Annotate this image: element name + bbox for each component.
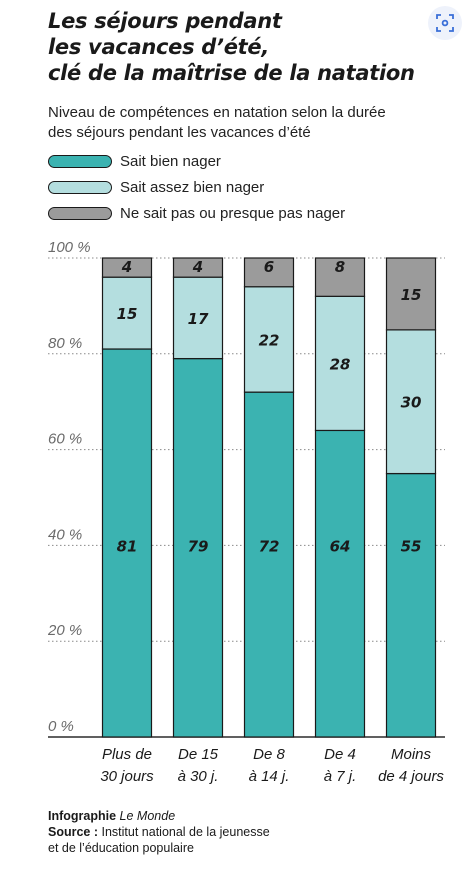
- data-label-1-2: 4: [192, 258, 203, 276]
- source-line: Source : Institut national de la jeuness…: [48, 824, 270, 840]
- scan-button[interactable]: [428, 6, 462, 40]
- legend-item-sait-bien-nager: Sait bien nager: [48, 148, 345, 174]
- bar-segment-3-2: [314, 257, 366, 297]
- source-label: Source :: [48, 825, 99, 839]
- infographie-label: Infographie: [48, 809, 117, 823]
- bar-segment-1-2: [172, 257, 224, 278]
- bar-segment-4-2: [385, 257, 437, 331]
- subtitle-line-1: Niveau de compétences en natation selon …: [48, 104, 386, 121]
- bar-segment-4-0: [385, 472, 437, 738]
- source-text-line-1: Institut national de la jeunesse: [101, 825, 270, 839]
- chart-subtitle: Niveau de compétences en natation selon …: [48, 103, 448, 143]
- bar-segment-2-1: [243, 286, 295, 393]
- credit-line: Infographie Le Monde: [48, 808, 270, 824]
- legend-item-ne-sait-pas: Ne sait pas ou presque pas nager: [48, 200, 345, 226]
- x-tick-label-1-1: à 30 j.: [178, 768, 219, 785]
- bar-segment-2-2: [243, 257, 295, 288]
- y-tick-label-40: 40 %: [48, 526, 82, 543]
- legend-item-sait-assez-bien-nager: Sait assez bien nager: [48, 174, 345, 200]
- legend-swatch-sait-bien-nager: [48, 154, 112, 168]
- legend-swatch-sait-assez-bien-nager: [48, 180, 112, 194]
- title-line-3: clé de la maîtrise de la natation: [48, 61, 415, 85]
- bar-segment-0-2: [101, 257, 153, 278]
- y-tick-label-20: 20 %: [47, 622, 82, 639]
- chart-legend: Sait bien nager Sait assez bien nager Ne…: [48, 148, 345, 226]
- bar-segment-3-1: [314, 295, 366, 432]
- bar-segment-0-0: [101, 348, 153, 738]
- y-tick-label-60: 60 %: [48, 431, 82, 448]
- x-tick-label-2-1: à 14 j.: [249, 768, 290, 785]
- data-label-3-0: 64: [330, 537, 351, 555]
- chart-footer: Infographie Le Monde Source : Institut n…: [48, 808, 270, 856]
- title-line-1: Les séjours pendant: [48, 9, 282, 33]
- data-label-2-2: 6: [264, 258, 274, 276]
- data-label-1-0: 79: [188, 537, 209, 555]
- data-label-4-0: 55: [401, 537, 422, 555]
- y-tick-label-80: 80 %: [48, 335, 82, 352]
- legend-swatch-ne-sait-pas: [48, 206, 112, 220]
- bar-segment-1-0: [172, 357, 224, 738]
- data-label-2-0: 72: [259, 537, 280, 555]
- x-tick-label-3-1: à 7 j.: [324, 768, 357, 785]
- data-label-3-1: 28: [330, 355, 351, 373]
- bar-segment-3-0: [314, 429, 366, 738]
- data-label-0-0: 81: [117, 537, 138, 555]
- x-tick-label-0-1: 30 jours: [100, 768, 154, 785]
- bar-segment-1-1: [172, 276, 224, 360]
- bar-segment-2-0: [243, 391, 295, 738]
- bar-segment-0-1: [101, 276, 153, 350]
- scan-icon: [436, 14, 454, 32]
- data-label-0-1: 15: [117, 305, 138, 323]
- y-tick-label-0: 0 %: [48, 718, 74, 735]
- x-tick-label-0-0: Plus de: [102, 746, 152, 763]
- data-label-2-1: 22: [259, 331, 280, 349]
- title-line-2: les vacances d’été,: [48, 35, 269, 59]
- data-label-1-1: 17: [188, 310, 209, 328]
- data-label-4-2: 15: [401, 286, 422, 304]
- subtitle-line-2: des séjours pendant les vacances d’été: [48, 124, 311, 141]
- data-label-4-1: 30: [401, 394, 422, 412]
- x-tick-label-4-1: de 4 jours: [378, 768, 444, 785]
- x-tick-label-2-0: De 8: [253, 746, 285, 763]
- bar-segment-4-1: [385, 329, 437, 475]
- infographie-source: Le Monde: [119, 809, 176, 823]
- source-text-line-2: et de l’éducation populaire: [48, 841, 194, 855]
- data-label-3-2: 8: [335, 258, 345, 276]
- x-tick-label-1-0: De 15: [178, 746, 219, 763]
- data-label-0-2: 4: [121, 258, 132, 276]
- legend-label-ne-sait-pas: Ne sait pas ou presque pas nager: [120, 204, 346, 222]
- legend-label-sait-bien-nager: Sait bien nager: [120, 152, 221, 170]
- x-tick-label-4-0: Moins: [391, 746, 432, 763]
- chart-title: Les séjours pendant les vacances d’été, …: [48, 8, 448, 86]
- y-tick-label-100: 100 %: [48, 239, 91, 256]
- x-tick-label-3-0: De 4: [324, 746, 356, 763]
- stacked-bar-chart: 0 % 20 % 40 % 60 % 80 % 100 % 81 15 4 Plus de 30 j…: [47, 239, 445, 785]
- legend-label-sait-assez-bien-nager: Sait assez bien nager: [120, 178, 265, 196]
